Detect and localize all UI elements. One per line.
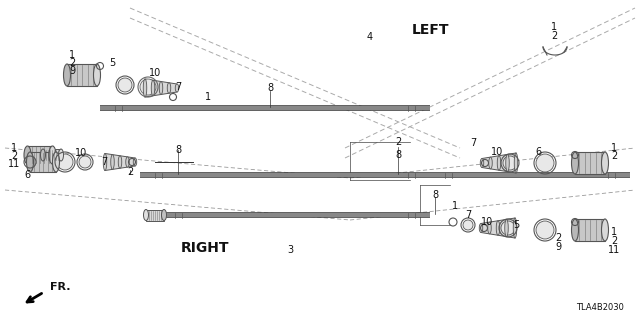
Text: 1: 1 xyxy=(611,143,617,153)
Bar xyxy=(67,64,97,86)
Text: 1: 1 xyxy=(69,50,75,60)
Text: RIGHT: RIGHT xyxy=(180,241,229,255)
Text: 2: 2 xyxy=(395,137,401,147)
Text: 7: 7 xyxy=(465,210,471,220)
Text: FR.: FR. xyxy=(50,282,70,292)
Ellipse shape xyxy=(151,80,155,96)
Ellipse shape xyxy=(143,210,148,220)
Ellipse shape xyxy=(513,218,516,238)
Bar xyxy=(30,152,56,172)
Ellipse shape xyxy=(40,149,45,161)
Text: 2: 2 xyxy=(11,151,17,161)
Polygon shape xyxy=(105,154,135,171)
Text: 11: 11 xyxy=(8,159,20,169)
Text: 1: 1 xyxy=(205,92,211,102)
Polygon shape xyxy=(145,79,177,97)
Circle shape xyxy=(503,156,517,170)
Circle shape xyxy=(536,154,554,172)
Ellipse shape xyxy=(175,84,179,92)
Ellipse shape xyxy=(118,156,122,168)
Bar xyxy=(575,219,605,241)
Ellipse shape xyxy=(133,158,137,166)
Ellipse shape xyxy=(125,157,129,167)
Circle shape xyxy=(118,78,132,92)
Text: 2: 2 xyxy=(551,31,557,41)
Ellipse shape xyxy=(488,222,492,234)
Bar xyxy=(146,210,164,220)
Ellipse shape xyxy=(572,152,579,174)
Text: 1: 1 xyxy=(551,22,557,32)
Ellipse shape xyxy=(167,83,171,93)
Text: 6: 6 xyxy=(24,170,30,180)
Text: 6: 6 xyxy=(535,147,541,157)
Ellipse shape xyxy=(159,82,163,94)
Text: 8: 8 xyxy=(267,83,273,93)
Ellipse shape xyxy=(505,220,508,236)
Ellipse shape xyxy=(161,210,166,220)
Circle shape xyxy=(536,221,554,239)
Ellipse shape xyxy=(480,158,484,167)
Circle shape xyxy=(79,156,91,168)
Ellipse shape xyxy=(497,156,500,170)
Text: 7: 7 xyxy=(101,157,107,167)
Text: TLA4B2030: TLA4B2030 xyxy=(576,303,624,313)
Ellipse shape xyxy=(58,149,63,161)
Ellipse shape xyxy=(143,79,147,97)
Ellipse shape xyxy=(602,152,609,174)
Polygon shape xyxy=(481,218,515,238)
Text: 8: 8 xyxy=(432,190,438,200)
Ellipse shape xyxy=(63,64,70,86)
Text: 10: 10 xyxy=(481,217,493,227)
Bar xyxy=(43,149,61,161)
Polygon shape xyxy=(482,153,516,173)
Ellipse shape xyxy=(515,153,518,173)
Text: 10: 10 xyxy=(75,148,87,158)
Text: 9: 9 xyxy=(555,242,561,252)
Ellipse shape xyxy=(93,64,100,86)
Ellipse shape xyxy=(52,152,60,172)
Text: 2: 2 xyxy=(127,167,133,177)
Text: 1: 1 xyxy=(611,227,617,237)
Text: 3: 3 xyxy=(287,245,293,255)
Ellipse shape xyxy=(49,146,56,164)
Ellipse shape xyxy=(506,154,509,172)
Ellipse shape xyxy=(496,221,500,235)
Text: 9: 9 xyxy=(69,66,75,76)
Circle shape xyxy=(463,220,473,230)
Text: 5: 5 xyxy=(513,220,519,230)
Text: 5: 5 xyxy=(109,58,115,68)
Text: 2: 2 xyxy=(555,233,561,243)
Text: 4: 4 xyxy=(367,32,373,42)
Ellipse shape xyxy=(103,154,107,171)
Ellipse shape xyxy=(111,155,115,169)
Text: 10: 10 xyxy=(149,68,161,78)
Ellipse shape xyxy=(24,146,31,164)
Text: 1: 1 xyxy=(11,143,17,153)
Text: 11: 11 xyxy=(608,245,620,255)
Text: 8: 8 xyxy=(395,150,401,160)
Ellipse shape xyxy=(479,223,483,233)
Circle shape xyxy=(140,79,156,95)
Ellipse shape xyxy=(572,219,579,241)
Text: 7: 7 xyxy=(470,138,476,148)
Bar xyxy=(28,146,52,164)
Ellipse shape xyxy=(489,157,492,169)
Bar xyxy=(575,152,605,174)
Text: 7: 7 xyxy=(175,82,181,92)
Circle shape xyxy=(57,154,73,170)
Text: 8: 8 xyxy=(175,145,181,155)
Text: 10: 10 xyxy=(491,147,503,157)
Text: 1: 1 xyxy=(452,201,458,211)
Ellipse shape xyxy=(26,152,33,172)
Circle shape xyxy=(501,221,515,235)
Text: LEFT: LEFT xyxy=(412,23,449,37)
Ellipse shape xyxy=(602,219,609,241)
Text: 2: 2 xyxy=(611,151,617,161)
Text: 2: 2 xyxy=(611,236,617,246)
Text: 2: 2 xyxy=(69,58,75,68)
